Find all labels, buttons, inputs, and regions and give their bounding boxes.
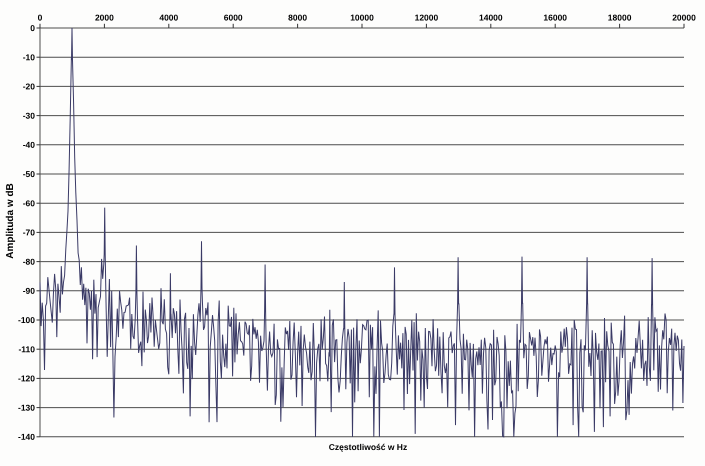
svg-text:-10: -10 <box>23 52 36 62</box>
svg-text:16000: 16000 <box>543 12 567 22</box>
svg-text:-40: -40 <box>23 140 36 150</box>
svg-text:6000: 6000 <box>224 12 243 22</box>
svg-text:4000: 4000 <box>159 12 178 22</box>
svg-text:18000: 18000 <box>608 12 632 22</box>
svg-text:10000: 10000 <box>350 12 374 22</box>
svg-text:2000: 2000 <box>95 12 114 22</box>
svg-text:8000: 8000 <box>288 12 307 22</box>
svg-text:Amplituda w dB: Amplituda w dB <box>5 183 16 259</box>
svg-text:20000: 20000 <box>672 12 696 22</box>
svg-text:-140: -140 <box>18 432 35 442</box>
svg-text:-50: -50 <box>23 169 36 179</box>
svg-text:14000: 14000 <box>479 12 503 22</box>
svg-text:-100: -100 <box>18 315 35 325</box>
svg-text:-130: -130 <box>18 403 35 413</box>
svg-text:-80: -80 <box>23 257 36 267</box>
svg-text:-90: -90 <box>23 286 36 296</box>
svg-text:-60: -60 <box>23 198 36 208</box>
svg-text:-30: -30 <box>23 111 36 121</box>
svg-text:0: 0 <box>38 12 43 22</box>
svg-text:-120: -120 <box>18 373 35 383</box>
svg-text:-110: -110 <box>18 344 35 354</box>
svg-text:-20: -20 <box>23 81 36 91</box>
svg-text:Częstotliwość w Hz: Częstotliwość w Hz <box>329 442 407 452</box>
svg-text:0: 0 <box>30 23 35 33</box>
svg-text:12000: 12000 <box>415 12 439 22</box>
svg-text:-70: -70 <box>23 227 36 237</box>
